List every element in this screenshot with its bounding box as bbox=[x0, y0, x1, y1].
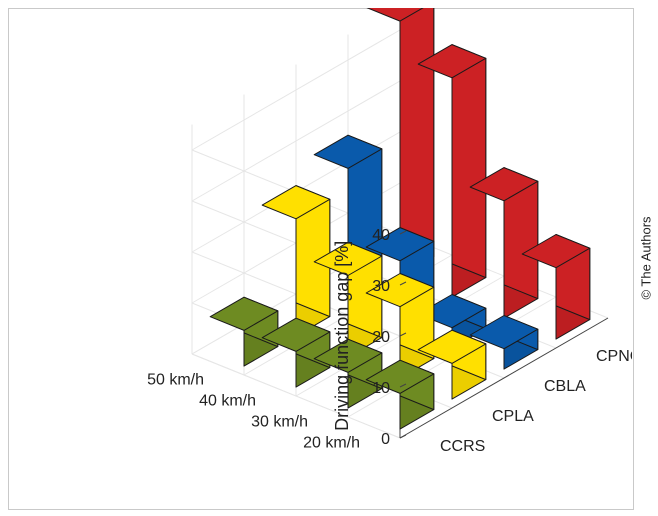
bar-top-face bbox=[261, 317, 331, 352]
z-tick-label: 30 bbox=[372, 278, 390, 295]
bar-cbla-2 bbox=[417, 294, 487, 349]
bar-ccrs-0 bbox=[209, 296, 279, 367]
bar-top-face bbox=[417, 44, 487, 79]
z-tick-label: 40 bbox=[372, 227, 390, 244]
bar-top-face bbox=[313, 134, 383, 169]
bar-top-face bbox=[313, 241, 383, 276]
grid-line bbox=[191, 353, 401, 439]
function-tick-label: CPNC bbox=[596, 348, 632, 365]
bar-cpnc-2 bbox=[469, 167, 539, 319]
speed-tick-label: 20 km/h bbox=[303, 435, 360, 452]
bar-cpla-2 bbox=[365, 273, 435, 379]
tick-labels: 0 10 20 30 40 50 km/h 40 km/h 30 km/h 20 km/h CCR… bbox=[147, 227, 632, 455]
bars bbox=[209, 8, 591, 430]
bar-cpnc-0 bbox=[366, 8, 435, 277]
function-tick-label: CCRS bbox=[440, 438, 485, 455]
bar-ccrs-2 bbox=[313, 338, 383, 409]
z-tick-label: 10 bbox=[372, 380, 390, 397]
bar-cpla-1 bbox=[313, 241, 383, 358]
bar-cpla-3 bbox=[417, 329, 487, 400]
bar-top-face bbox=[417, 329, 487, 364]
z-tick bbox=[399, 332, 407, 337]
bar-top-face bbox=[365, 273, 435, 308]
bar-top-face bbox=[469, 315, 539, 350]
bar-cpnc-3 bbox=[521, 234, 591, 340]
bar-cbla-3 bbox=[469, 315, 539, 370]
copyright-credit: © The Authors bbox=[638, 216, 654, 300]
z-tick bbox=[399, 281, 407, 286]
bar-top-face bbox=[521, 234, 591, 269]
bar-top-face bbox=[365, 227, 435, 262]
bar-top-face bbox=[469, 167, 539, 202]
speed-tick-label: 30 km/h bbox=[251, 414, 308, 431]
speed-tick-label: 40 km/h bbox=[199, 393, 256, 410]
z-tick bbox=[399, 383, 407, 388]
bar-cpnc-1 bbox=[417, 44, 487, 298]
z-tick-label: 0 bbox=[381, 431, 390, 448]
bar-top-face bbox=[261, 185, 331, 220]
bar-top-face bbox=[313, 338, 383, 373]
bar-top-face bbox=[365, 359, 435, 394]
speed-tick-label: 50 km/h bbox=[147, 372, 204, 389]
bar-side-face bbox=[399, 8, 435, 258]
z-tick bbox=[399, 434, 407, 439]
function-axis-line bbox=[399, 317, 609, 439]
z-tick bbox=[399, 230, 407, 235]
bar-top-face bbox=[209, 296, 279, 331]
bar-cpla-0 bbox=[261, 185, 331, 337]
function-tick-label: CBLA bbox=[544, 378, 586, 395]
bar-ccrs-1 bbox=[261, 317, 331, 388]
bar-side-face bbox=[451, 44, 487, 279]
function-tick-label: CPLA bbox=[492, 408, 534, 425]
z-axis-label: Driving function gap [%] bbox=[332, 241, 352, 431]
bar-chart-3d: 0 10 20 30 40 50 km/h 40 km/h 30 km/h 20 km/h CCR… bbox=[147, 8, 632, 455]
bar-ccrs-3 bbox=[365, 359, 435, 430]
z-tick-label: 20 bbox=[372, 329, 390, 346]
bar-top-face bbox=[366, 8, 424, 22]
